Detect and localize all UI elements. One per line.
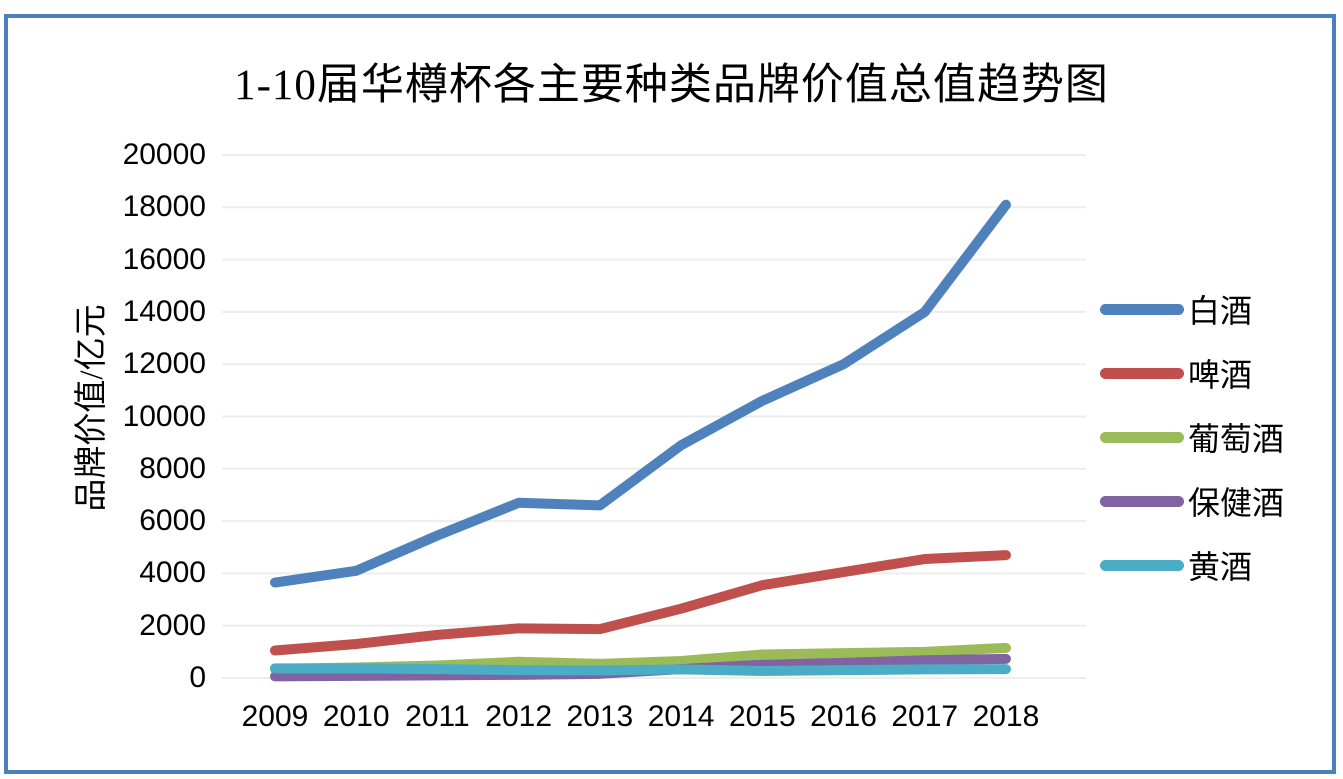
x-tick-label: 2011 bbox=[405, 700, 470, 733]
y-tick-label: 18000 bbox=[122, 190, 206, 224]
x-tick-label: 2014 bbox=[647, 700, 715, 733]
series-line-5 bbox=[270, 663, 1011, 676]
y-tick-label: 12000 bbox=[122, 347, 206, 381]
y-tick-label: 8000 bbox=[139, 451, 206, 485]
y-tick-label: 10000 bbox=[122, 399, 206, 433]
y-tick-label: 16000 bbox=[122, 242, 206, 276]
legend-item: 白酒 bbox=[1100, 289, 1252, 329]
legend-item: 黄酒 bbox=[1100, 545, 1252, 585]
chart-title: 1-10届华樽杯各主要种类品牌价值总值趋势图 bbox=[234, 62, 1109, 109]
series-line-2 bbox=[270, 550, 1011, 656]
legend-swatch-line bbox=[1100, 431, 1184, 443]
legend-swatch-line bbox=[1100, 303, 1184, 315]
x-tick-label: 2010 bbox=[322, 700, 390, 733]
legend-label: 黄酒 bbox=[1188, 549, 1253, 585]
x-tick-label: 2016 bbox=[810, 700, 877, 733]
legend-swatch-line bbox=[1100, 367, 1184, 379]
legend-item: 保健酒 bbox=[1100, 481, 1284, 521]
x-tick-label: 2018 bbox=[972, 700, 1040, 733]
y-tick-label: 14000 bbox=[122, 294, 206, 328]
x-tick-label: 2009 bbox=[241, 700, 309, 733]
x-tick-label: 2013 bbox=[566, 700, 634, 733]
y-tick-label: 4000 bbox=[139, 556, 206, 590]
series-line-1 bbox=[270, 199, 1011, 588]
y-tick-label: 6000 bbox=[139, 504, 206, 538]
legend-item: 葡萄酒 bbox=[1100, 417, 1284, 457]
legend-label: 葡萄酒 bbox=[1188, 421, 1285, 457]
y-tick-label: 20000 bbox=[122, 138, 206, 171]
x-tick-label: 2015 bbox=[728, 700, 796, 733]
legend-item: 啤酒 bbox=[1100, 353, 1252, 393]
legend-label: 白酒 bbox=[1188, 293, 1253, 329]
legend-swatch-line bbox=[1100, 495, 1184, 507]
legend-label: 保健酒 bbox=[1188, 485, 1285, 521]
y-tick-label: 0 bbox=[189, 661, 206, 694]
x-tick-label: 2017 bbox=[891, 700, 959, 733]
legend-label: 啤酒 bbox=[1188, 357, 1253, 393]
y-tick-label: 2000 bbox=[139, 608, 206, 642]
legend-swatch-line bbox=[1100, 559, 1184, 571]
x-tick-label: 2012 bbox=[485, 700, 553, 733]
